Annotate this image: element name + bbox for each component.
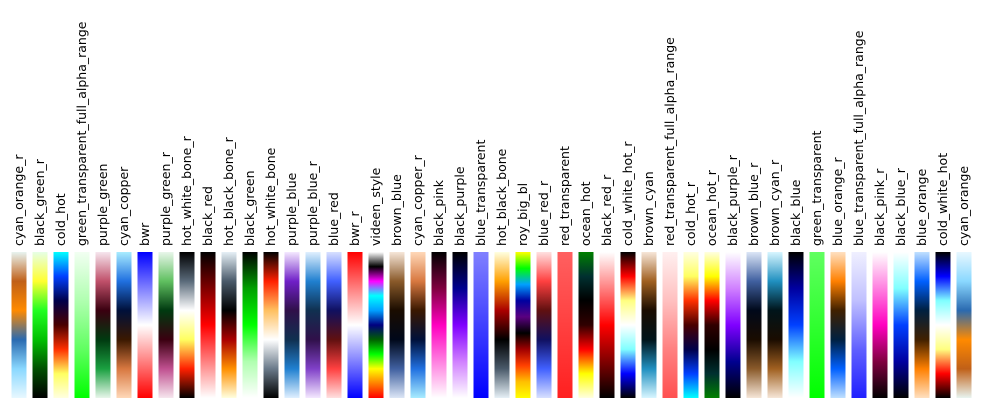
colormap-label-blue_transparent: blue_transparent [473,140,488,246]
colormap-strip-cyan_copper_r [410,252,426,398]
colormap-label-purple_blue: purple_blue [284,172,299,246]
colormap-strip-blue_red_r [536,252,552,398]
colormap-strip-purple_green_r [158,252,174,398]
colormap-strip-ocean_hot_r [704,252,720,398]
colormap-strip-hot_white_bone_r [179,252,195,398]
colormap-label-cold_white_hot: cold_white_hot [935,153,950,246]
colormap-strip-bwr_r [347,252,363,398]
colormap-label-ocean_hot_r: ocean_hot_r [704,169,719,246]
colormap-strip-brown_blue [389,252,405,398]
colormap-strip-cold_hot [53,252,69,398]
colormap-label-bwr: bwr [137,222,152,246]
colormap-strip-black_blue [788,252,804,398]
colormap-label-black_purple: black_purple [452,166,467,246]
colormap-label-green_transparent_full_alpha_range: green_transparent_full_alpha_range [74,21,89,246]
colormap-strip-black_purple_r [725,252,741,398]
colormap-label-black_red: black_red [200,186,215,246]
colormap-label-black_green: black_green [242,170,257,246]
colormap-label-blue_red: blue_red [326,192,341,246]
colormap-label-black_blue_r: black_blue_r [893,167,908,246]
colormap-label-red_transparent_full_alpha_range: red_transparent_full_alpha_range [662,37,677,246]
colormap-label-cyan_orange_r: cyan_orange_r [11,154,26,246]
colormap-label-bwr_r: bwr_r [347,210,362,246]
colormap-label-black_pink: black_pink [431,179,446,246]
colormap-label-hot_black_bone: hot_black_bone [494,148,509,246]
colormap-label-purple_green: purple_green [95,164,110,246]
colormap-label-cold_hot: cold_hot [53,193,68,246]
colormap-label-black_purple_r: black_purple_r [725,154,740,246]
colormap-strip-hot_black_bone_r [221,252,237,398]
colormap-strip-purple_blue_r [305,252,321,398]
colormap-label-blue_orange_r: blue_orange_r [830,156,845,246]
colormap-label-cold_white_hot_r: cold_white_hot_r [620,141,635,246]
colormap-strip-purple_blue [284,252,300,398]
colormap-label-ocean_hot: ocean_hot [578,181,593,246]
colormap-label-hot_white_bone: hot_white_bone [263,147,278,246]
colormap-label-brown_blue: brown_blue [389,174,404,246]
colormap-strips [11,252,972,398]
colormap-strip-black_green [242,252,258,398]
colormap-strip-black_purple [452,252,468,398]
colormap-strip-blue_orange [914,252,930,398]
colormap-label-black_green_r: black_green_r [32,158,47,246]
colormap-strip-blue_transparent_full_alpha_range [851,252,867,398]
colormap-strip-cyan_orange_r [11,252,27,398]
colormap-strip-red_transparent [557,252,573,398]
colormap-strip-green_transparent_full_alpha_range [74,252,90,398]
colormap-label-blue_red_r: blue_red_r [536,180,551,246]
colormap-strip-blue_orange_r [830,252,846,398]
colormap-label-brown_cyan_r: brown_cyan_r [767,159,782,246]
colormap-strip-bwr [137,252,153,398]
colormap-strip-brown_cyan [641,252,657,398]
colormap-label-black_red_r: black_red_r [599,174,614,246]
colormap-strip-red_transparent_full_alpha_range [662,252,678,398]
colormap-strip-black_red [200,252,216,398]
colormap-strip-black_pink [431,252,447,398]
colormap-strip-blue_transparent [473,252,489,398]
colormap-label-cold_hot_r: cold_hot_r [683,181,698,246]
colormap-strip-cold_white_hot_r [620,252,636,398]
colormap-strip-cold_hot_r [683,252,699,398]
colormap-strip-hot_white_bone [263,252,279,398]
colormap-strip-green_transparent [809,252,825,398]
colormap-strip-cyan_copper [116,252,132,398]
colormap-strip-hot_black_bone [494,252,510,398]
colormap-strip-black_green_r [32,252,48,398]
colormap-label-green_transparent: green_transparent [809,130,824,246]
colormap-strip-brown_blue_r [746,252,762,398]
colormap-label-red_transparent: red_transparent [557,146,572,246]
colormap-label-cyan_copper: cyan_copper [116,166,131,246]
colormap-strip-brown_cyan_r [767,252,783,398]
colormap-label-brown_blue_r: brown_blue_r [746,162,761,246]
colormap-label-blue_orange: blue_orange [914,168,929,246]
colormap-label-brown_cyan: brown_cyan [641,171,656,246]
colormap-label-purple_blue_r: purple_blue_r [305,160,320,246]
colormap-strip-purple_green [95,252,111,398]
colormap-label-hot_white_bone_r: hot_white_bone_r [179,135,194,246]
colormap-labels: cyan_orange_r black_green_r cold_hot green_… [11,21,971,246]
colormap-label-videen_style: videen_style [368,167,383,246]
colormap-label-roy_big_bl: roy_big_bl [515,183,530,246]
colormap-strip-black_blue_r [893,252,909,398]
colormap-strip-black_red_r [599,252,615,398]
colormap-strip-ocean_hot [578,252,594,398]
colormap-strip-roy_big_bl [515,252,531,398]
colormap-label-black_pink_r: black_pink_r [872,168,887,246]
colormap-strip-black_pink_r [872,252,888,398]
colormap-label-cyan_orange: cyan_orange [956,166,971,246]
colormap-label-black_blue: black_blue [788,179,803,246]
colormap-strip-cyan_orange [956,252,972,398]
colormap-label-purple_green_r: purple_green_r [158,151,173,246]
colormap-strip-blue_red [326,252,342,398]
colormap-strip-videen_style [368,252,384,398]
colormap-label-blue_transparent_full_alpha_range: blue_transparent_full_alpha_range [851,30,866,246]
colormap-label-cyan_copper_r: cyan_copper_r [410,154,425,246]
colormap-label-hot_black_bone_r: hot_black_bone_r [221,136,236,246]
colormap-strip-cold_white_hot [935,252,951,398]
